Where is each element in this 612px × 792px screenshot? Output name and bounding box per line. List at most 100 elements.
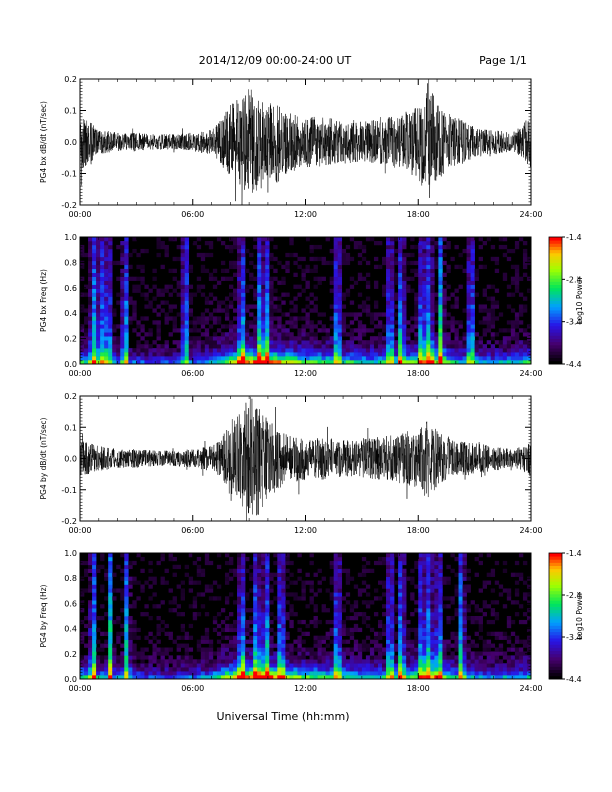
- heatmap-cell: [192, 240, 198, 246]
- heatmap-cell: [253, 560, 258, 566]
- heatmap-cell: [112, 348, 117, 353]
- heatmap-cell: [522, 612, 528, 617]
- heatmap-cell: [442, 308, 447, 313]
- heatmap-cell: [204, 588, 210, 593]
- heatmap-cell: [184, 348, 190, 353]
- heatmap-cell: [301, 352, 306, 357]
- heatmap-cell: [434, 553, 439, 558]
- heatmap-cell: [466, 280, 471, 285]
- heatmap-cell: [196, 556, 202, 562]
- heatmap-cell: [172, 671, 177, 676]
- heatmap-cell: [80, 340, 85, 345]
- heatmap-cell: [180, 580, 185, 585]
- heatmap-cell: [233, 336, 238, 341]
- heatmap-cell: [402, 268, 407, 274]
- heatmap-cell: [402, 608, 407, 613]
- heatmap-cell: [418, 304, 423, 309]
- heatmap-cell: [152, 268, 157, 274]
- heatmap-cell: [253, 556, 258, 562]
- heatmap-cell: [498, 584, 504, 589]
- heatmap-cell: [406, 576, 411, 581]
- heatmap-cell: [277, 584, 282, 589]
- heatmap-cell: [112, 328, 117, 333]
- heatmap-cell: [377, 264, 383, 270]
- colorbar-segment: [549, 609, 562, 614]
- heatmap-cell: [414, 608, 419, 613]
- heatmap-cell: [522, 252, 528, 258]
- heatmap-cell: [172, 639, 177, 644]
- heatmap-cell: [458, 671, 463, 676]
- heatmap-cell: [418, 588, 423, 593]
- heatmap-cell: [402, 560, 407, 566]
- heatmap-cell: [450, 356, 455, 361]
- heatmap-cell: [241, 244, 246, 250]
- heatmap-cell: [337, 675, 343, 680]
- heatmap-cell: [357, 324, 363, 329]
- heatmap-cell: [390, 616, 395, 621]
- heatmap-cell: [522, 340, 528, 345]
- heatmap-cell: [398, 576, 403, 581]
- heatmap-cell: [337, 284, 343, 289]
- heatmap-cell: [382, 260, 387, 266]
- heatmap-cell: [301, 584, 306, 589]
- heatmap-cell: [329, 248, 334, 254]
- heatmap-cell: [510, 631, 516, 636]
- colorbar-segment: [549, 578, 562, 582]
- heatmap-cell: [120, 671, 125, 676]
- heatmap-cell: [365, 344, 371, 349]
- heatmap-cell: [434, 348, 439, 353]
- heatmap-cell: [474, 268, 479, 274]
- heatmap-cell: [526, 643, 532, 648]
- heatmap-cell: [494, 332, 500, 337]
- heatmap-cell: [454, 608, 459, 613]
- heatmap-cell: [301, 592, 306, 597]
- heatmap-cell: [414, 304, 419, 309]
- heatmap-cell: [506, 248, 512, 254]
- colorbar-segment: [549, 641, 562, 645]
- heatmap-cell: [172, 600, 177, 605]
- heatmap-cell: [438, 352, 443, 357]
- heatmap-cell: [333, 635, 339, 640]
- heatmap-cell: [281, 600, 286, 605]
- heatmap-cell: [450, 352, 455, 357]
- heatmap-cell: [281, 360, 286, 365]
- heatmap-cell: [337, 252, 343, 258]
- heatmap-cell: [144, 635, 149, 640]
- heatmap-cell: [124, 300, 129, 305]
- heatmap-cell: [333, 612, 339, 617]
- heatmap-cell: [438, 667, 443, 672]
- heatmap-cell: [341, 623, 347, 629]
- heatmap-cell: [172, 572, 177, 577]
- heatmap-cell: [233, 667, 238, 672]
- heatmap-cell: [410, 268, 415, 274]
- heatmap-cell: [184, 256, 190, 262]
- heatmap-cell: [204, 667, 210, 672]
- heatmap-cell: [386, 260, 391, 266]
- colorbar-segment: [549, 653, 562, 658]
- heatmap-cell: [257, 564, 262, 570]
- heatmap-cell: [337, 300, 343, 305]
- heatmap-cell: [365, 312, 371, 317]
- heatmap-cell: [124, 304, 129, 309]
- heatmap-cell: [220, 332, 226, 337]
- heatmap-cell: [426, 336, 431, 341]
- heatmap-cell: [454, 612, 459, 617]
- heatmap-cell: [454, 320, 459, 325]
- heatmap-cell: [345, 600, 351, 605]
- heatmap-cell: [212, 320, 218, 325]
- heatmap-cell: [349, 348, 355, 353]
- heatmap-cell: [136, 667, 141, 672]
- heatmap-cell: [426, 560, 431, 566]
- heatmap-cell: [100, 296, 105, 301]
- heatmap-cell: [132, 356, 137, 361]
- heatmap-cell: [228, 284, 234, 289]
- heatmap-cell: [414, 340, 419, 345]
- heatmap-cell: [438, 284, 443, 289]
- heatmap-cell: [253, 356, 258, 361]
- heatmap-cell: [333, 280, 339, 285]
- heatmap-cell: [265, 600, 270, 605]
- heatmap-cell: [277, 336, 282, 341]
- heatmap-cell: [373, 304, 379, 309]
- heatmap-cell: [96, 568, 101, 573]
- heatmap-cell: [277, 627, 282, 633]
